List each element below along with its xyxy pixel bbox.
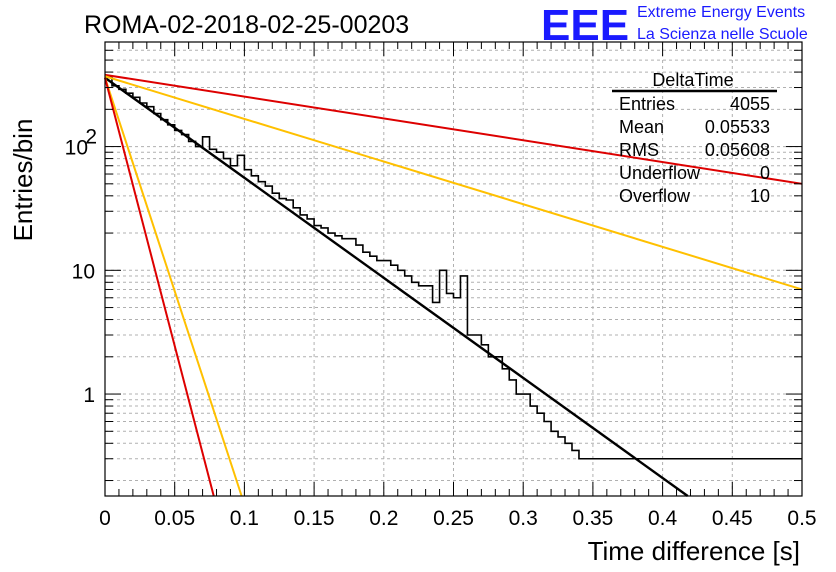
axis-ticks <box>104 41 803 496</box>
stats-label: RMS <box>619 140 659 160</box>
y-tick-label: 1 <box>83 384 95 407</box>
x-axis-label: Time difference [s] <box>588 536 800 566</box>
x-tick-label: 0.1 <box>230 507 259 530</box>
stats-value: 4055 <box>730 94 770 114</box>
fit-line-2 <box>104 75 803 291</box>
logo-line-2: La Scienza nelle Scuole <box>637 26 808 43</box>
stats-label: Underflow <box>619 163 701 183</box>
x-tick-label: 0.35 <box>572 507 613 530</box>
stats-value: 0.05608 <box>705 140 770 160</box>
x-tick-labels: 0 0.05 0.1 0.15 0.2 0.25 0.3 0.35 0.4 0.45 0.5 <box>99 507 816 530</box>
stats-box: DeltaTime Entries 4055 Mean 0.05533 RMS 0.056… <box>612 70 777 206</box>
x-tick-label: 0 <box>99 507 111 530</box>
x-tick-label: 0.2 <box>369 507 398 530</box>
x-tick-label: 0.25 <box>433 507 474 530</box>
stats-value: 0 <box>760 163 770 183</box>
stats-title: DeltaTime <box>652 70 733 90</box>
x-tick-label: 0.4 <box>648 507 678 530</box>
fit-line-4 <box>104 77 215 497</box>
fit-line-0 <box>104 76 689 497</box>
stats-label: Entries <box>619 94 675 114</box>
y-tick-label: 10 <box>72 260 95 283</box>
fit-line-3 <box>104 77 243 497</box>
stats-value: 0.05533 <box>705 117 770 137</box>
fit-line-1 <box>104 73 803 185</box>
x-tick-label: 0.3 <box>509 507 538 530</box>
fit-lines <box>104 73 803 497</box>
chart-title: ROMA-02-2018-02-25-00203 <box>84 11 409 39</box>
x-tick-label: 0.15 <box>294 507 335 530</box>
x-tick-label: 0.5 <box>787 507 816 530</box>
y-axis-label: Entries/bin <box>8 119 38 242</box>
x-tick-label: 0.45 <box>712 507 753 530</box>
stats-value: 10 <box>750 186 770 206</box>
y-tick-label: 10 <box>65 137 88 160</box>
logo-line-1: Extreme Energy Events <box>637 4 805 21</box>
stats-label: Overflow <box>619 186 691 206</box>
eee-logo: EEE <box>541 1 629 50</box>
y-tick-exponent: 2 <box>85 126 97 149</box>
x-tick-label: 0.05 <box>154 507 195 530</box>
stats-label: Mean <box>619 117 664 137</box>
